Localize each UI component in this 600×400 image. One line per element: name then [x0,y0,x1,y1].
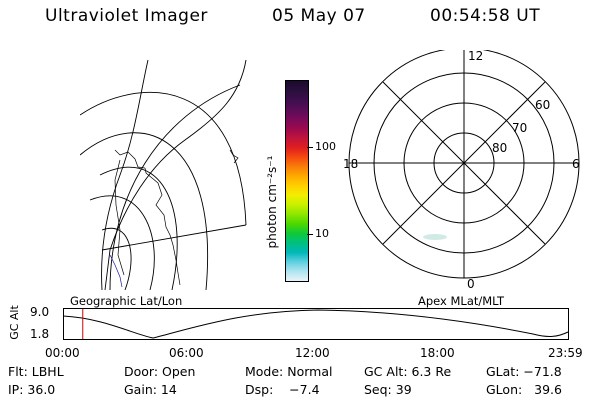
altitude-timeline [63,308,569,340]
meridian-line [104,59,247,290]
mlt-label-18: 18 [343,157,358,171]
mlt-label-6: 6 [572,157,580,171]
glat-field: GLat: −71.8 [486,364,562,379]
mlt-label-0: 0 [467,277,475,290]
colorbar-tick-100 [307,147,313,148]
y-tick-1-8: 1.8 [30,327,50,341]
instrument-title: Ultraviolet Imager [45,6,208,26]
equator-line [101,224,247,251]
ip-field: IP: 36.0 [8,382,56,397]
dsp-field: Dsp: −7.4 [245,382,320,397]
coastline [114,159,125,276]
colorbar-unit-label: photon cm⁻²s⁻¹ [265,155,279,249]
y-tick-9: 9.0 [30,305,50,319]
x-tick-1200: 12:00 [295,346,330,360]
x-tick-0000: 00:00 [45,346,80,360]
polar-plot: 12 18 6 0 60 70 80 [343,50,580,290]
color-bar-gradient [286,81,308,281]
lat-label-80: 80 [492,141,507,155]
colorbar-tick-10 [307,234,313,235]
colorbar-tick-label-10: 10 [315,227,329,240]
latitude-arc [101,227,132,290]
timeline-frame [63,308,569,340]
colorbar-tick-label-100: 100 [315,140,336,153]
aurora-emission-patch [423,234,447,240]
mlt-label-12: 12 [468,50,483,63]
geographic-caption: Geographic Lat/Lon [70,294,183,308]
apex-caption: Apex MLat/MLT [418,294,505,308]
coastline [229,149,239,164]
coastline [114,149,181,286]
latitude-arc [80,132,208,290]
mode-field: Mode: Normal [245,364,333,379]
time-label: 00:54:58 UT [430,6,541,26]
latitude-arc [89,195,155,290]
latitude-arc [109,84,241,290]
glon-field: GLon: 39.6 [486,382,562,397]
lat-label-70: 70 [512,121,527,135]
x-tick-0600: 06:00 [169,346,204,360]
gc-alt-field: GC Alt: 6.3 Re [364,364,452,379]
latitude-arc [99,166,178,290]
latitude-arc [80,91,247,226]
door-field: Door: Open [124,364,196,379]
coastline [109,254,123,288]
lat-label-60: 60 [535,98,550,112]
geographic-map [80,59,247,290]
altitude-curve [63,309,569,339]
polar-diagonal [382,81,546,245]
x-tick-2359: 23:59 [548,346,583,360]
x-tick-1800: 18:00 [420,346,455,360]
color-bar [285,80,309,282]
seq-field: Seq: 39 [364,382,412,397]
flt-field: Flt: LBHL [8,364,64,379]
y-axis-label: GC Alt [7,305,21,340]
meridian-line [101,59,149,290]
gain-field: Gain: 14 [124,382,177,397]
date-label: 05 May 07 [272,6,366,26]
